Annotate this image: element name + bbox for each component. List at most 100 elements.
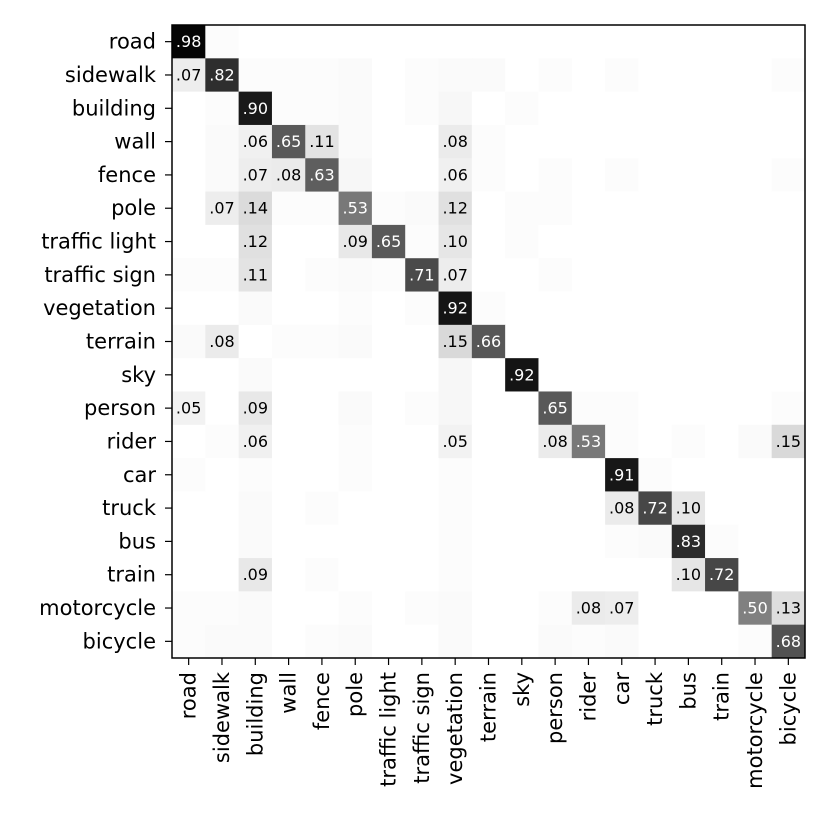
y-tick-label: traffic light bbox=[41, 230, 156, 254]
y-tick-label: bicycle bbox=[83, 629, 156, 653]
heatmap-cell bbox=[671, 591, 706, 626]
heatmap-cell bbox=[571, 491, 606, 526]
heatmap-cell bbox=[471, 591, 506, 626]
y-tick-label: bus bbox=[118, 529, 156, 553]
heatmap-cell bbox=[605, 558, 639, 592]
cell-value-label: .06 bbox=[243, 432, 268, 451]
heatmap-cell bbox=[238, 391, 273, 426]
cell-value-label: .65 bbox=[542, 399, 567, 418]
heatmap-cell bbox=[405, 458, 439, 492]
x-tick-label: terrain bbox=[477, 672, 501, 742]
x-tick-label: motorcycle bbox=[743, 672, 767, 789]
x-tick-label: bicycle bbox=[776, 672, 800, 745]
cell-value-label: .65 bbox=[276, 132, 301, 151]
heatmap-cell bbox=[571, 124, 606, 159]
x-tick-label: wall bbox=[277, 672, 301, 714]
heatmap-cell bbox=[571, 291, 606, 326]
heatmap-cell bbox=[671, 124, 706, 159]
cell-value-label: .10 bbox=[442, 232, 467, 251]
heatmap-cell bbox=[238, 458, 273, 492]
heatmap-cell bbox=[305, 424, 339, 459]
heatmap-cell bbox=[771, 424, 806, 459]
heatmap-cell bbox=[271, 25, 306, 59]
cell-value-label: .08 bbox=[442, 132, 467, 151]
heatmap-cell bbox=[271, 58, 306, 93]
heatmap-cell bbox=[738, 224, 773, 259]
heatmap-cell bbox=[205, 358, 240, 392]
heatmap-cell bbox=[738, 591, 773, 626]
heatmap-cell bbox=[738, 91, 773, 126]
heatmap-cell bbox=[538, 91, 573, 126]
heatmap-cell bbox=[438, 124, 473, 159]
heatmap-cell bbox=[638, 424, 673, 459]
heatmap-cell bbox=[471, 558, 506, 592]
heatmap-cell bbox=[338, 624, 373, 659]
cell-value-label: .13 bbox=[776, 599, 801, 618]
heatmap-cell bbox=[571, 258, 606, 292]
heatmap-cell bbox=[471, 58, 506, 93]
heatmap-cell bbox=[605, 591, 639, 626]
heatmap-cell bbox=[338, 158, 373, 192]
heatmap-cell bbox=[371, 591, 406, 626]
heatmap-cell bbox=[305, 491, 339, 526]
cell-value-label: .14 bbox=[243, 199, 268, 218]
heatmap-cell bbox=[571, 324, 606, 359]
heatmap-cell bbox=[638, 158, 673, 192]
heatmap-cell bbox=[771, 224, 806, 259]
heatmap-cell bbox=[571, 25, 606, 59]
heatmap-cell bbox=[538, 358, 573, 392]
heatmap-cell bbox=[605, 58, 639, 93]
heatmap-cell bbox=[771, 91, 806, 126]
heatmap-cell bbox=[438, 458, 473, 492]
heatmap-cell bbox=[371, 391, 406, 426]
heatmap-cell bbox=[505, 624, 539, 659]
heatmap-cell bbox=[172, 191, 206, 226]
heatmap-cell bbox=[638, 558, 673, 592]
heatmap-cell bbox=[738, 524, 773, 559]
heatmap-cell bbox=[271, 491, 306, 526]
y-tick-label: person bbox=[84, 396, 156, 420]
heatmap-cell bbox=[438, 491, 473, 526]
heatmap-cell bbox=[205, 324, 240, 359]
cell-value-label: .68 bbox=[776, 632, 801, 651]
heatmap-cell bbox=[405, 58, 439, 93]
cell-value-label: .71 bbox=[409, 265, 434, 284]
heatmap-cell bbox=[438, 324, 473, 359]
heatmap-cell bbox=[238, 358, 273, 392]
heatmap-cell bbox=[238, 524, 273, 559]
cell-value-label: .10 bbox=[676, 499, 701, 518]
heatmap-cell bbox=[471, 324, 506, 359]
heatmap-cell bbox=[771, 291, 806, 326]
heatmap-cell bbox=[271, 358, 306, 392]
heatmap-cell bbox=[471, 524, 506, 559]
cell-value-label: .11 bbox=[243, 265, 268, 284]
heatmap-cell bbox=[438, 424, 473, 459]
heatmap-cell bbox=[238, 491, 273, 526]
heatmap-cell bbox=[172, 124, 206, 159]
cell-value-label: .06 bbox=[243, 132, 268, 151]
heatmap-cell bbox=[438, 591, 473, 626]
heatmap-cell bbox=[405, 158, 439, 192]
heatmap-cell bbox=[505, 491, 539, 526]
cell-value-label: .08 bbox=[542, 432, 567, 451]
heatmap-cell bbox=[172, 458, 206, 492]
heatmap-cell bbox=[405, 491, 439, 526]
heatmap-cell bbox=[605, 524, 639, 559]
cell-value-label: .06 bbox=[442, 165, 467, 184]
heatmap-cell bbox=[438, 258, 473, 292]
heatmap-cell bbox=[438, 358, 473, 392]
heatmap-cell bbox=[705, 524, 739, 559]
heatmap-cell bbox=[205, 58, 240, 93]
heatmap-cell bbox=[238, 558, 273, 592]
heatmap-cell bbox=[238, 58, 273, 93]
heatmap-cell bbox=[305, 91, 339, 126]
heatmap-cell bbox=[371, 424, 406, 459]
heatmap-cell bbox=[605, 91, 639, 126]
heatmap-cell bbox=[671, 491, 706, 526]
heatmap-cell bbox=[538, 25, 573, 59]
y-tick-label: motorcycle bbox=[39, 596, 156, 620]
heatmap-cell bbox=[338, 458, 373, 492]
heatmap-cell bbox=[371, 191, 406, 226]
heatmap-cell bbox=[738, 58, 773, 93]
